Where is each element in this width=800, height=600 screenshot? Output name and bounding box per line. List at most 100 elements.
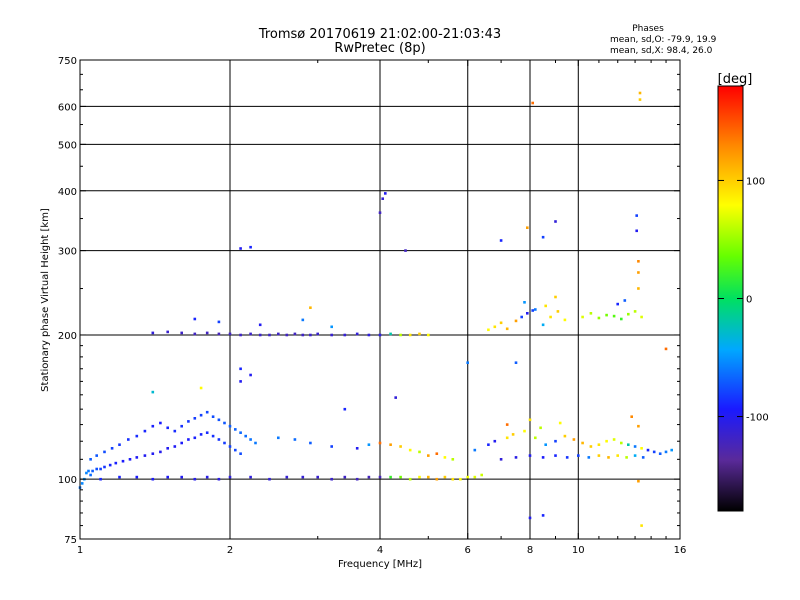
data-point — [118, 475, 121, 479]
data-point — [597, 454, 601, 457]
data-point — [205, 410, 209, 414]
data-point — [558, 421, 562, 425]
data-point — [451, 477, 455, 481]
data-point — [638, 91, 642, 95]
data-point — [277, 436, 280, 440]
data-point — [121, 459, 125, 463]
data-point — [239, 380, 242, 383]
data-point — [612, 438, 616, 441]
data-point — [367, 333, 371, 337]
data-point — [367, 475, 371, 479]
data-point — [217, 418, 221, 422]
data-point — [640, 524, 643, 527]
data-point — [95, 454, 98, 457]
stats-heading: Phases — [632, 24, 664, 34]
data-point — [293, 438, 297, 441]
data-point — [514, 319, 518, 323]
x-tick-label: 10 — [572, 545, 585, 556]
data-point — [254, 441, 257, 445]
plot-title-block: Tromsø 20170619 21:02:00-21:03:43 RwPret… — [258, 27, 501, 56]
data-point — [180, 424, 183, 428]
data-point — [166, 426, 169, 430]
data-point — [249, 245, 252, 249]
data-point — [127, 438, 130, 441]
data-point — [108, 463, 112, 467]
data-point — [623, 299, 627, 302]
data-point — [511, 433, 515, 436]
data-point — [466, 475, 469, 479]
y-tick-label: 400 — [58, 187, 77, 198]
data-point — [607, 456, 610, 459]
data-point — [249, 373, 252, 377]
data-point — [466, 361, 469, 364]
data-point — [85, 471, 88, 475]
data-point — [443, 456, 447, 459]
colorbar-label: [deg] — [718, 72, 753, 87]
data-point — [408, 333, 412, 337]
data-point — [544, 443, 547, 446]
data-point — [228, 475, 232, 479]
data-point — [640, 315, 643, 319]
y-tick-label: 200 — [58, 331, 77, 342]
data-point — [541, 323, 545, 327]
data-point — [378, 211, 382, 214]
data-point — [277, 332, 280, 336]
data-point — [151, 331, 155, 335]
data-point — [505, 436, 509, 440]
data-point — [378, 441, 382, 445]
data-point — [528, 516, 532, 520]
data-point — [193, 477, 197, 481]
data-point — [128, 458, 132, 461]
data-point — [343, 475, 347, 479]
data-point — [193, 436, 197, 440]
data-point — [394, 396, 397, 399]
colorbar-tick-label: 0 — [746, 295, 752, 306]
data-point — [531, 101, 534, 105]
data-point — [633, 454, 637, 457]
y-tick-label: 300 — [58, 247, 77, 258]
colorbar-ticks: 100 0 -100 — [718, 176, 769, 424]
data-point — [637, 260, 640, 263]
data-point — [640, 447, 643, 450]
data-point — [526, 226, 529, 229]
data-point — [330, 333, 333, 337]
x-tick-label: 6 — [465, 545, 471, 556]
data-point — [309, 441, 312, 445]
data-point — [378, 475, 382, 479]
data-point — [95, 467, 98, 471]
data-point — [249, 332, 252, 336]
data-point — [87, 469, 90, 473]
data-point — [293, 332, 297, 336]
data-point — [159, 421, 162, 425]
data-point — [389, 475, 392, 479]
data-point — [135, 434, 139, 438]
data-point — [635, 214, 638, 217]
stats-line-o: mean, sd,O: -79.9, 19.9 — [610, 35, 717, 45]
data-point — [554, 220, 557, 223]
data-point — [285, 333, 289, 337]
data-point — [89, 473, 92, 477]
stats-line-x: mean, sd,X: 98.4, 26.0 — [610, 46, 713, 56]
data-point — [534, 308, 537, 311]
data-point — [625, 456, 628, 459]
data-point — [205, 331, 209, 335]
data-point — [581, 315, 584, 319]
data-point — [239, 247, 242, 250]
data-point — [635, 229, 638, 233]
data-point — [554, 295, 557, 299]
data-point — [239, 367, 242, 371]
data-point — [301, 318, 305, 322]
data-point — [199, 433, 203, 436]
data-point — [520, 315, 523, 319]
data-point — [451, 458, 455, 461]
data-point — [664, 450, 668, 454]
data-point — [531, 309, 534, 312]
data-point — [228, 424, 232, 428]
data-point — [143, 429, 147, 433]
data-point — [616, 302, 619, 306]
data-point — [239, 333, 242, 337]
x-tick-label: 1 — [77, 545, 83, 556]
data-point — [427, 454, 430, 457]
data-point — [581, 441, 584, 445]
data-point — [418, 450, 421, 454]
